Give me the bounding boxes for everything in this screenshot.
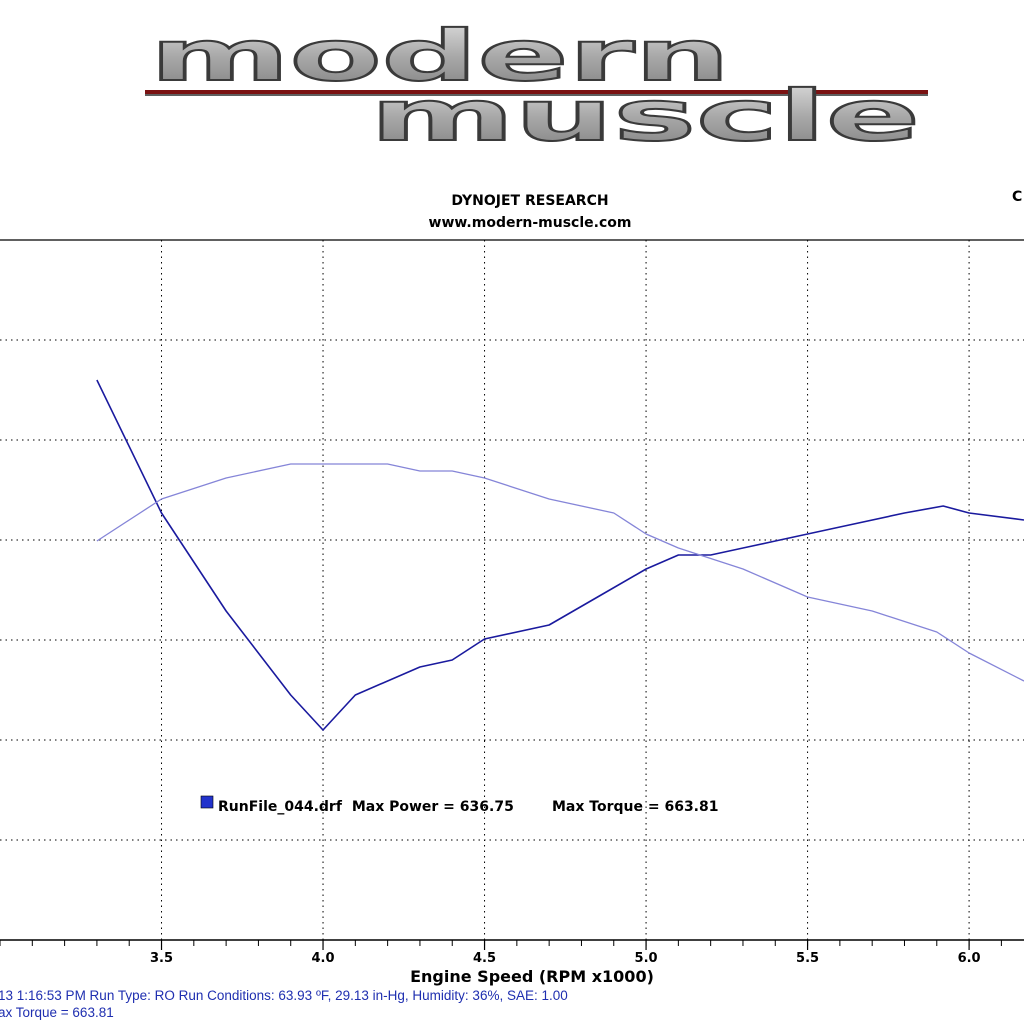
- chart-header-corner-text: C: [1012, 189, 1023, 205]
- legend-max-power: Max Power = 636.75: [352, 799, 514, 815]
- x-tick-label: 4.5: [473, 951, 496, 966]
- legend: RunFile_044.drf Max Power = 636.75 Max T…: [200, 795, 718, 815]
- run-conditions-text: 13 1:16:53 PM Run Type: RO Run Condition…: [0, 988, 568, 1003]
- x-tick-label: 6.0: [958, 951, 981, 966]
- logo-word-modern: modern: [150, 15, 730, 97]
- axes: 3.5 4.0 4.5 5.0 5.5 6.0: [0, 239, 1024, 966]
- logo: modern muscle: [145, 14, 928, 158]
- grid: [0, 240, 1024, 940]
- legend-max-torque: Max Torque = 663.81: [552, 799, 718, 815]
- x-tick-label: 5.0: [635, 951, 658, 966]
- chart-header-url: www.modern-muscle.com: [428, 215, 632, 231]
- x-tick-label: 4.0: [312, 951, 335, 966]
- legend-swatch: [200, 795, 214, 809]
- chart-header-title: DYNOJET RESEARCH: [451, 193, 609, 209]
- x-tick-label: 5.5: [796, 951, 819, 966]
- x-axis-label: Engine Speed (RPM x1000): [410, 967, 654, 986]
- max-torque-footer-text: ax Torque = 663.81: [0, 1005, 114, 1020]
- power-curve: [96, 379, 1024, 731]
- x-tick-label: 3.5: [150, 951, 173, 966]
- legend-run-name: RunFile_044.drf: [218, 799, 343, 815]
- logo-word-muscle: muscle: [370, 75, 920, 157]
- torque-curve: [96, 463, 1024, 682]
- legend-run-label: RunFile_044.drf Max Power = 636.75: [218, 799, 514, 815]
- series-group: [96, 379, 1024, 731]
